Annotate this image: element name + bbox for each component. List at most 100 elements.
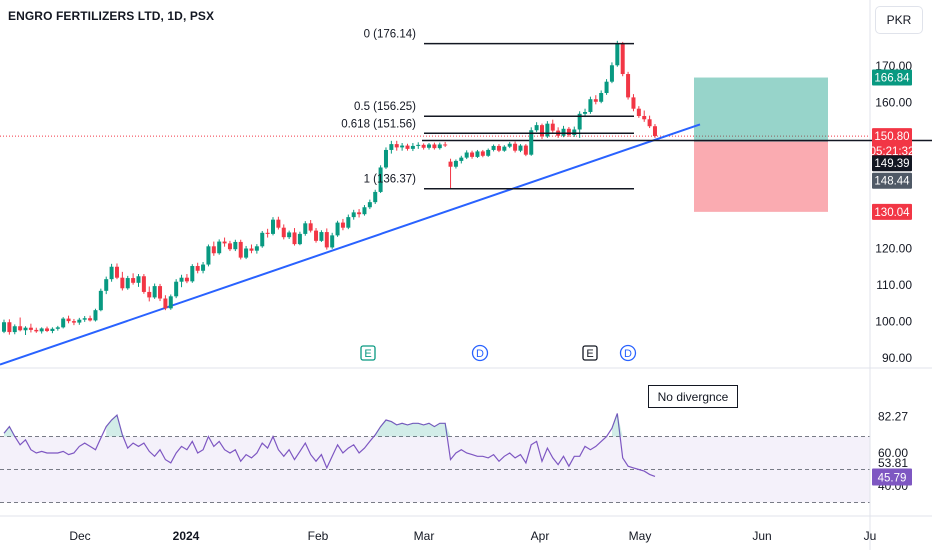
- price-tick-label: 160.00: [875, 96, 912, 110]
- event-label: D: [624, 348, 632, 360]
- candle-body: [459, 157, 464, 161]
- candle-body: [276, 219, 281, 228]
- candle-body: [486, 149, 491, 156]
- candle-body: [190, 266, 195, 282]
- candle-body: [437, 144, 442, 149]
- candle-body: [114, 266, 119, 278]
- candle-body: [604, 81, 609, 94]
- candle-body: [572, 129, 577, 135]
- candle-body: [158, 286, 163, 299]
- candle-body: [470, 152, 475, 157]
- candle-body: [88, 318, 93, 321]
- candle-body: [287, 232, 292, 238]
- candle-body: [179, 277, 184, 282]
- rsi-tick-label: 82.27: [878, 409, 908, 423]
- rsi-overbought-fill: [4, 426, 10, 437]
- candle-body: [540, 125, 544, 137]
- candle-body: [626, 74, 631, 98]
- time-tick-label: Apr: [531, 529, 550, 543]
- time-tick-label: Mar: [414, 529, 435, 543]
- currency-button[interactable]: PKR: [875, 6, 923, 34]
- candle-body: [303, 223, 308, 234]
- candle-body: [324, 232, 329, 248]
- candle-body: [104, 279, 109, 291]
- candle-body: [184, 277, 189, 282]
- fib-layer[interactable]: 0 (176.14) 0.5 (156.25) 0.618 (151.56) 1 (1…: [341, 29, 634, 190]
- rsi-overbought-fill: [412, 423, 419, 437]
- candle-body: [529, 130, 534, 155]
- candle-body: [292, 232, 297, 245]
- dividend-marker: [471, 344, 489, 362]
- candle-body: [222, 241, 227, 244]
- rsi-overbought-fill: [434, 423, 440, 437]
- position-loss-zone: [694, 141, 828, 212]
- rsi-overbought-fill: [445, 423, 451, 437]
- candle-body: [93, 310, 98, 321]
- candle-body: [12, 326, 17, 333]
- earnings-marker: [360, 345, 376, 361]
- candle-body: [217, 241, 222, 254]
- candle-body: [71, 321, 76, 323]
- candle-body: [620, 43, 625, 75]
- candle-body: [249, 248, 254, 251]
- candle-body: [227, 243, 232, 250]
- candle-body: [2, 322, 6, 332]
- event-label: E: [586, 348, 593, 360]
- candle-body: [152, 286, 157, 298]
- price-tick-label: 110.00: [876, 278, 912, 292]
- rsi-overbought-fill: [617, 413, 623, 437]
- chart-title: ENGRO FERTILIZERS LTD, 1D, PSX: [8, 9, 215, 23]
- candle-body: [271, 219, 275, 234]
- rsi-overbought-fill: [407, 423, 413, 437]
- candle-body: [330, 235, 335, 248]
- candle-body: [66, 318, 71, 322]
- earnings-marker: [582, 345, 598, 361]
- divergence-note: No divergnce: [648, 385, 738, 408]
- candle-body: [23, 327, 28, 331]
- candle-body: [545, 123, 550, 137]
- rsi-overbought-fill: [122, 434, 128, 437]
- candle-body: [335, 222, 340, 236]
- event-label: D: [476, 348, 484, 360]
- rsi-layer: [3, 413, 656, 477]
- fib-level-label: 0.618 (151.56): [341, 118, 416, 130]
- candle-body: [405, 145, 410, 149]
- candle-body: [615, 43, 620, 66]
- rsi-overbought-fill: [375, 426, 381, 437]
- candle-body: [443, 144, 448, 146]
- position-tool[interactable]: [694, 77, 828, 212]
- price-tag-box: [872, 172, 912, 189]
- candle-body: [631, 97, 636, 109]
- candle-body: [265, 232, 270, 234]
- price-tick-label: 90.00: [882, 351, 912, 365]
- rsi-overbought-fill: [429, 423, 435, 437]
- candle-body: [195, 266, 200, 271]
- candle-body: [77, 319, 82, 323]
- candle-body: [206, 246, 211, 265]
- candle-body: [319, 232, 324, 241]
- price-tick-label: 170.00: [875, 59, 912, 73]
- price-tag-box: [872, 203, 912, 220]
- candle-body: [448, 161, 453, 167]
- candle-body: [421, 144, 426, 148]
- candle-body: [383, 149, 388, 168]
- candle-body: [534, 125, 539, 131]
- price-tag-box: [872, 128, 912, 161]
- price-tag-box: [872, 155, 912, 172]
- candle-body: [496, 145, 501, 151]
- trendline-layer[interactable]: [0, 123, 932, 366]
- candle-body: [362, 207, 367, 215]
- trendline: [0, 123, 701, 366]
- candle-body: [464, 152, 469, 158]
- candle-body: [491, 145, 496, 150]
- candle-body: [550, 123, 555, 131]
- price-tag-box: [872, 69, 912, 86]
- candle-body: [163, 298, 168, 309]
- candle-body: [588, 99, 593, 112]
- candle-body: [82, 318, 87, 320]
- candle-body: [314, 230, 319, 241]
- candle-body: [561, 128, 566, 136]
